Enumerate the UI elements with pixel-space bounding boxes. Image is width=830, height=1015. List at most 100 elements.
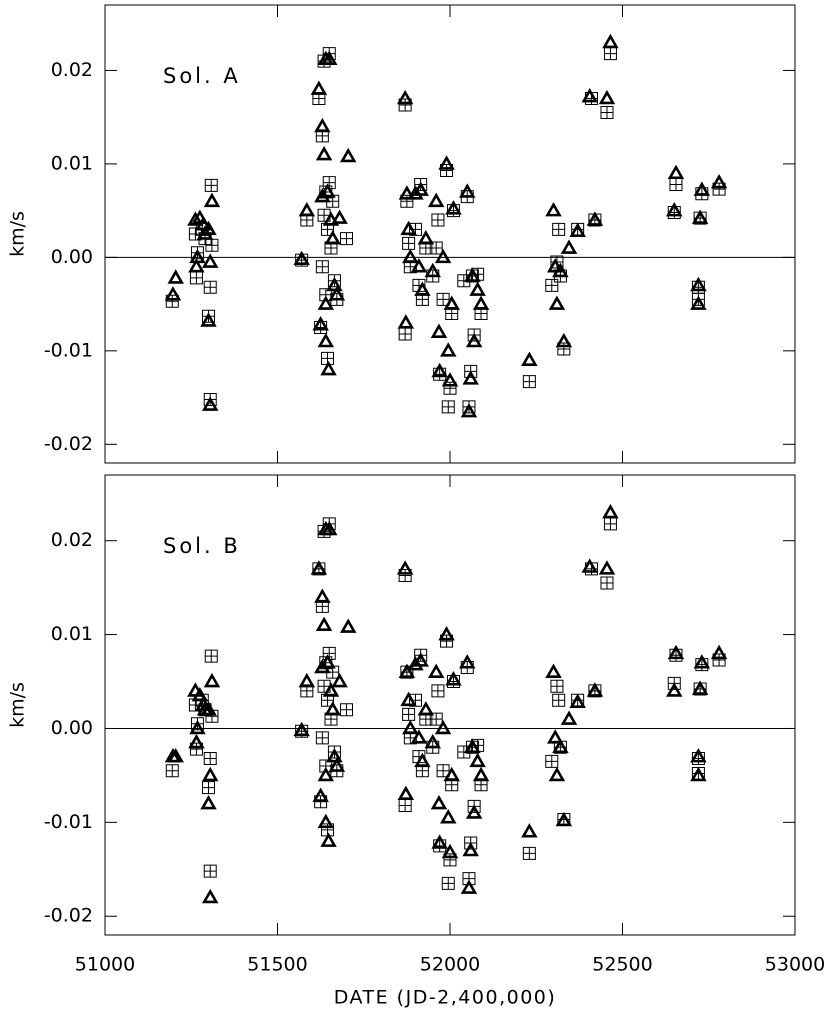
triangle-point xyxy=(328,286,346,301)
triangle-point xyxy=(460,402,478,418)
triangle-point xyxy=(326,748,343,763)
triangle-point xyxy=(312,316,329,331)
square-point xyxy=(398,98,412,112)
square-point xyxy=(204,649,218,663)
triangle-point xyxy=(440,809,457,824)
triangle-point xyxy=(201,888,219,904)
square-point xyxy=(600,576,614,590)
y-tick-label: -0.01 xyxy=(44,811,93,833)
triangle-point xyxy=(319,183,336,198)
triangle-point xyxy=(472,766,490,782)
triangle-point xyxy=(410,729,428,744)
x-tick-label: 52500 xyxy=(592,954,652,976)
triangle-point xyxy=(402,248,419,264)
triangle-point xyxy=(434,248,452,264)
square-point xyxy=(436,292,450,306)
y-tick-label: -0.02 xyxy=(44,905,93,927)
triangle-point xyxy=(555,811,573,827)
square-point xyxy=(402,236,416,250)
triangle-point xyxy=(320,832,337,847)
x-tick-label: 52000 xyxy=(420,954,480,976)
triangle-point xyxy=(314,588,331,603)
triangle-point xyxy=(472,295,490,310)
y-tick-label: 0.02 xyxy=(51,59,93,81)
square-point xyxy=(340,232,353,246)
triangle-point xyxy=(328,757,346,772)
triangle-point xyxy=(191,686,209,702)
triangle-point xyxy=(412,652,429,667)
square-point xyxy=(603,517,617,531)
square-point xyxy=(203,864,217,878)
triangle-point xyxy=(693,654,711,669)
x-tick-label: 51000 xyxy=(75,954,135,976)
triangle-point xyxy=(464,267,481,282)
square-point xyxy=(712,182,726,196)
triangle-point xyxy=(189,248,206,264)
square-point xyxy=(669,177,683,191)
square-point xyxy=(398,798,412,812)
triangle-point xyxy=(417,701,435,716)
square-point xyxy=(315,731,329,745)
triangle-point xyxy=(407,185,424,200)
triangle-point xyxy=(569,693,586,708)
triangle-point xyxy=(331,672,348,688)
square-point xyxy=(440,163,454,177)
triangle-point xyxy=(167,748,184,763)
triangle-point xyxy=(581,87,598,103)
x-tick-label: 53000 xyxy=(765,954,825,976)
triangle-point xyxy=(424,733,441,749)
triangle-point xyxy=(312,787,329,802)
triangle-point xyxy=(460,879,478,894)
triangle-point xyxy=(586,211,604,226)
triangle-point xyxy=(445,671,462,686)
triangle-point xyxy=(396,560,414,575)
triangle-point xyxy=(427,192,445,208)
triangle-point xyxy=(667,164,685,180)
triangle-point xyxy=(200,794,217,810)
triangle-point xyxy=(203,192,221,208)
triangle-point xyxy=(317,295,335,310)
y-tick-label: 0.01 xyxy=(51,152,93,174)
square-point xyxy=(522,375,536,389)
y-tick-label: 0.00 xyxy=(51,246,93,268)
y-tick-label: -0.01 xyxy=(44,339,93,361)
triangle-point xyxy=(443,295,460,310)
x-axis-label: DATE (JD-2,400,000) xyxy=(334,987,557,1009)
triangle-point xyxy=(187,211,204,226)
triangle-point xyxy=(317,813,335,829)
triangle-point xyxy=(324,701,341,716)
triangle-point xyxy=(293,250,310,266)
square-point xyxy=(317,679,331,693)
triangle-point xyxy=(465,804,483,819)
triangle-point xyxy=(397,785,415,800)
y-tick-label: -0.02 xyxy=(44,433,93,455)
square-point xyxy=(165,294,179,308)
triangle-point xyxy=(398,185,416,200)
x-tick-label: 51500 xyxy=(247,954,307,976)
triangle-point xyxy=(548,295,566,310)
y-tick-label: 0.02 xyxy=(51,529,93,551)
triangle-point xyxy=(441,843,459,859)
triangle-point xyxy=(690,295,707,310)
triangle-point xyxy=(414,281,431,296)
triangle-point xyxy=(315,616,333,632)
triangle-point xyxy=(459,654,476,669)
triangle-point xyxy=(317,332,335,348)
triangle-point xyxy=(189,719,206,735)
triangle-point xyxy=(598,560,616,575)
triangle-point xyxy=(400,220,417,236)
triangle-point xyxy=(691,680,709,695)
triangle-point xyxy=(200,312,217,327)
triangle-point xyxy=(410,258,428,273)
y-tick-label: 0.00 xyxy=(51,717,93,739)
triangle-point xyxy=(431,362,448,378)
triangle-point xyxy=(545,663,562,678)
square-point xyxy=(441,876,455,890)
triangle-point xyxy=(314,658,331,674)
y-axis-label: km/s xyxy=(7,682,29,728)
triangle-point xyxy=(314,117,331,133)
square-point xyxy=(402,707,416,721)
square-point xyxy=(545,754,559,768)
triangle-point xyxy=(319,654,336,669)
